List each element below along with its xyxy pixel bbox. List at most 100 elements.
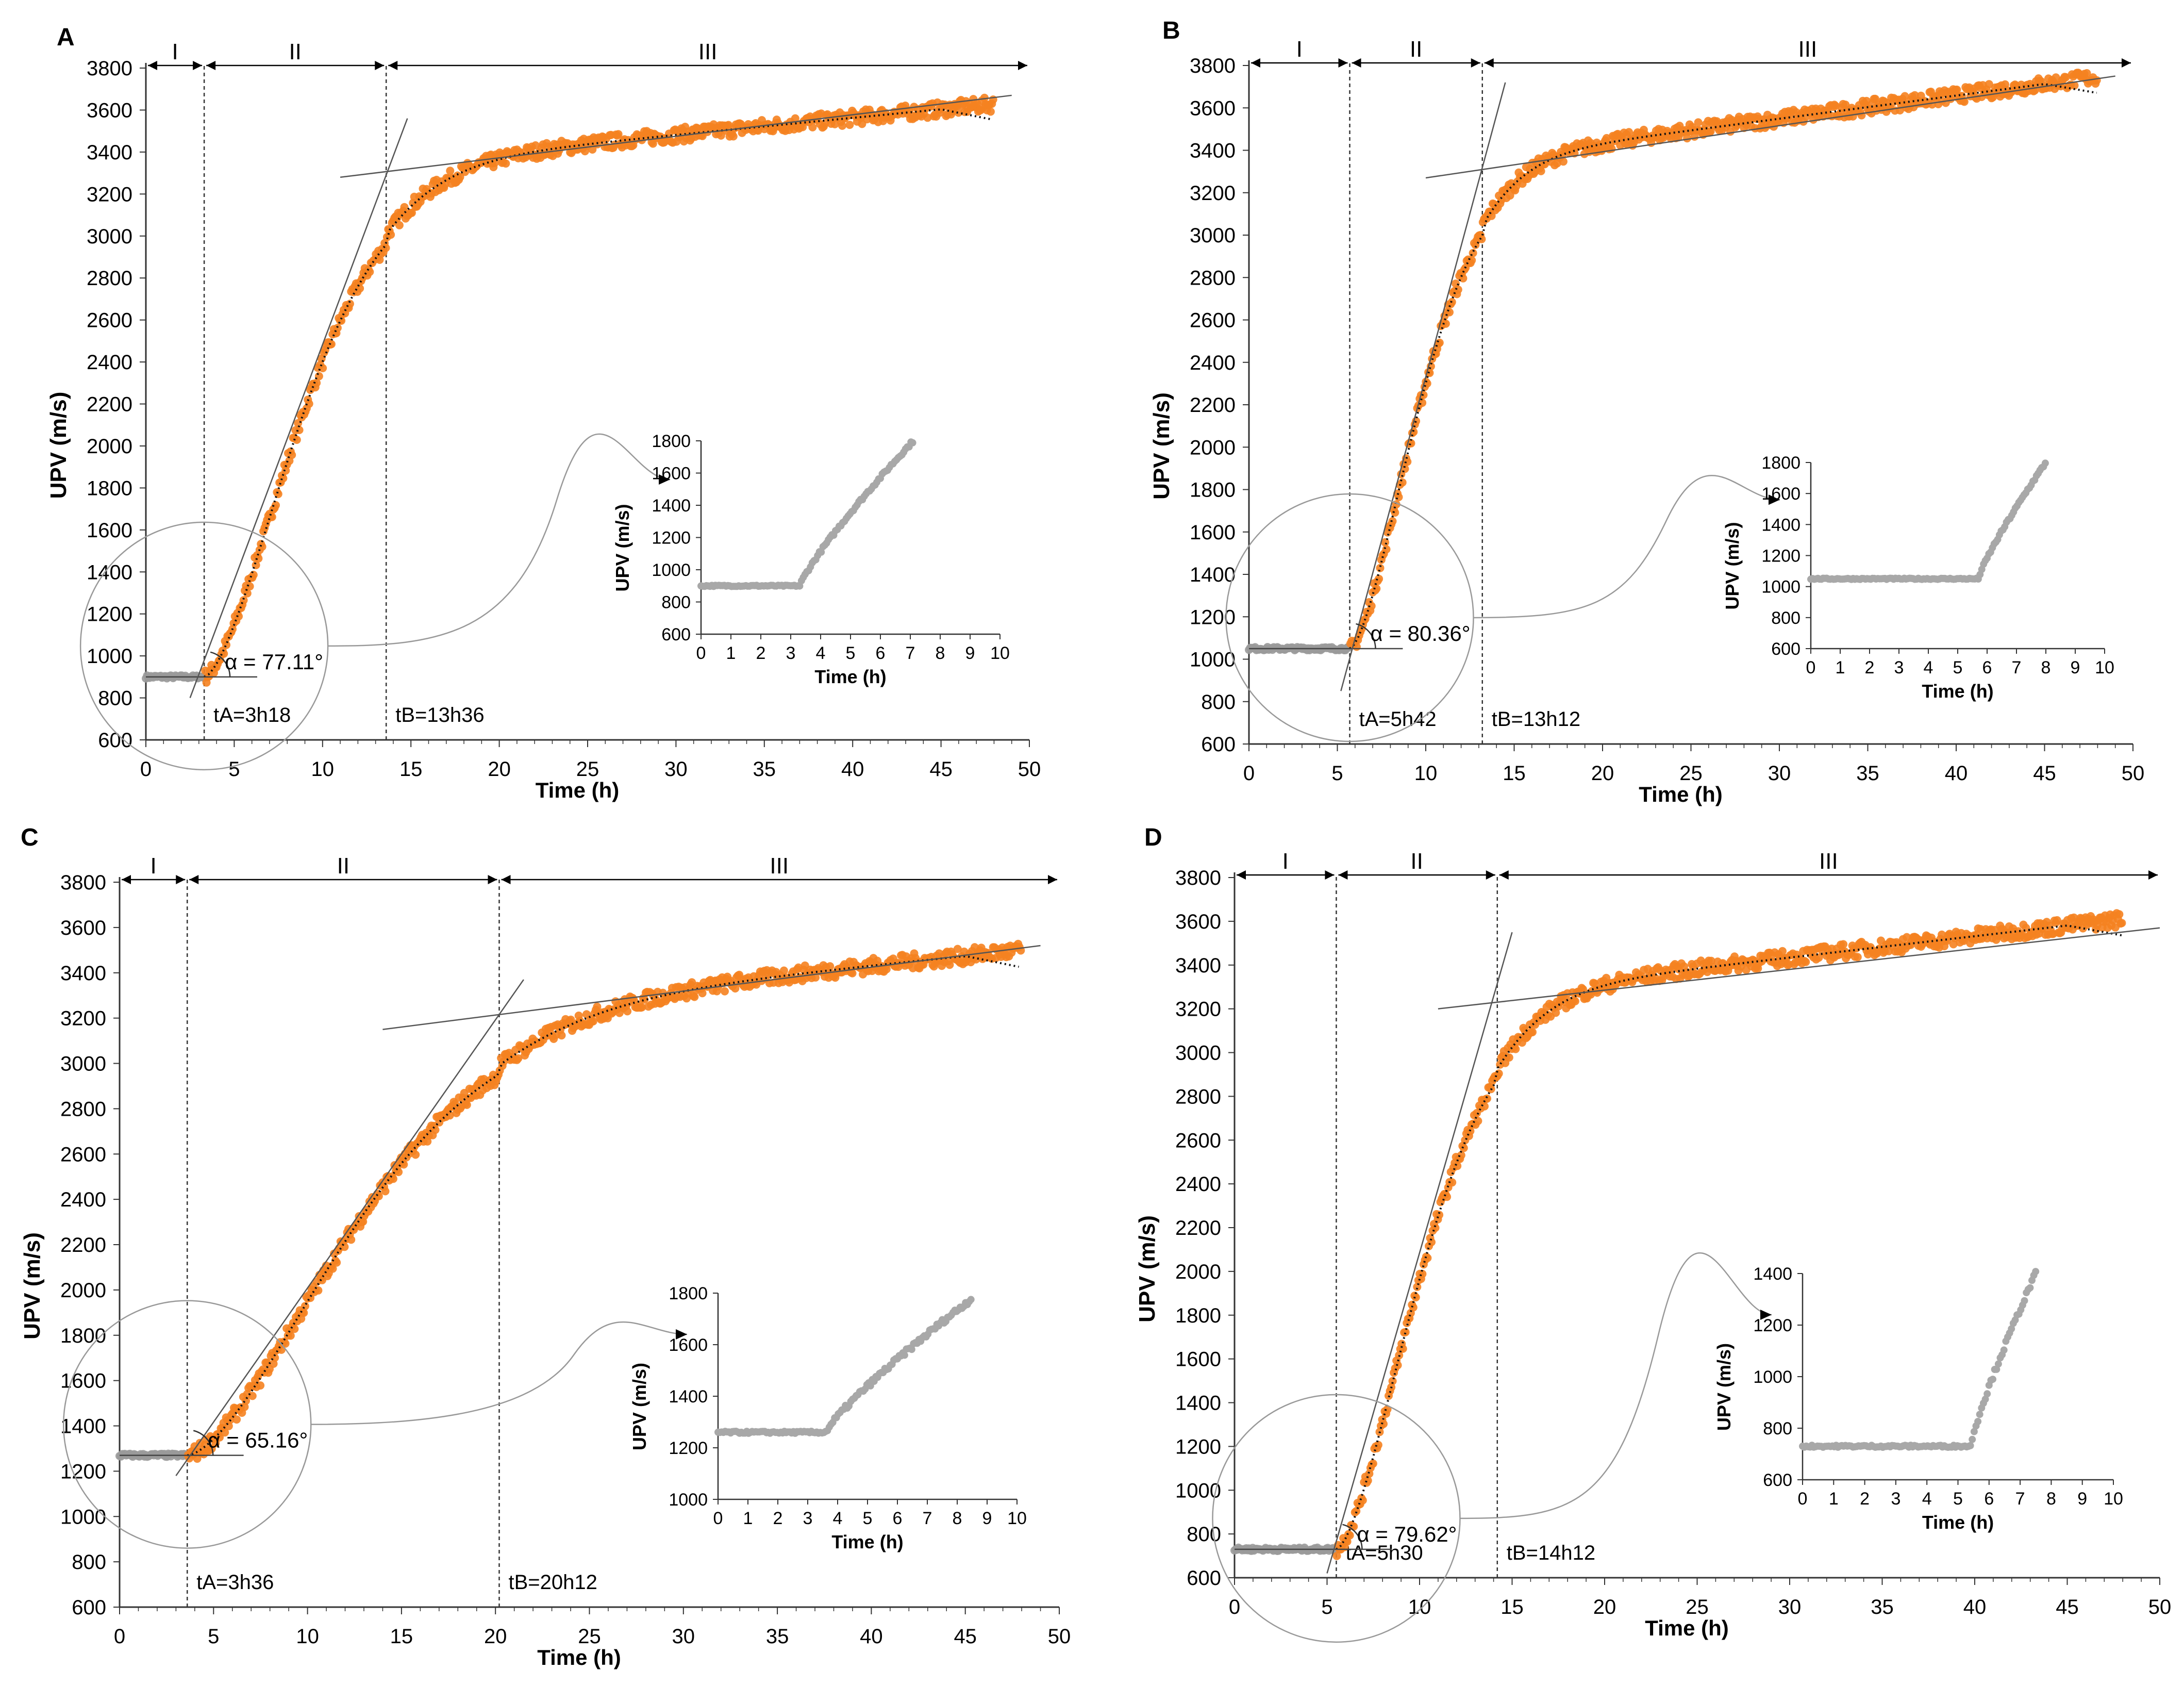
data-point xyxy=(882,965,891,973)
y-tick-label: 3400 xyxy=(87,141,132,164)
inset-y-tick-label: 1200 xyxy=(669,1439,708,1458)
zoom-connector xyxy=(311,1321,688,1425)
data-point xyxy=(272,501,280,509)
x-tick-label: 50 xyxy=(2148,1596,2172,1618)
data-point xyxy=(954,108,963,117)
x-tick-label: 25 xyxy=(576,758,599,781)
x-tick-label: 30 xyxy=(672,1625,695,1648)
stage-arrowhead xyxy=(206,61,216,70)
x-tick-label: 5 xyxy=(1331,762,1343,785)
inset-y-tick-label: 1600 xyxy=(669,1335,708,1355)
inset-x-tick-label: 9 xyxy=(965,643,975,663)
y-tick-label: 3000 xyxy=(1190,224,1236,247)
inset-x-tick-label: 3 xyxy=(786,643,796,663)
inset-x-tick-label: 3 xyxy=(1891,1489,1900,1509)
stage-arrowhead xyxy=(1486,870,1495,880)
data-point xyxy=(290,1325,299,1333)
data-point xyxy=(1367,602,1376,610)
x-tick-label: 50 xyxy=(1018,758,1041,781)
data-point xyxy=(690,993,699,1001)
stage-arrowhead xyxy=(1251,58,1260,68)
data-point xyxy=(945,961,954,969)
panel-letter: B xyxy=(1162,17,1180,44)
y-tick-label: 1400 xyxy=(1190,564,1236,586)
y-tick-label: 800 xyxy=(72,1551,106,1574)
data-point xyxy=(1839,940,1848,949)
angle-arc xyxy=(1356,623,1376,649)
stage-label: III xyxy=(698,39,718,64)
inset-data-point xyxy=(1983,1390,1991,1398)
x-tick-label: 10 xyxy=(296,1625,319,1648)
data-point xyxy=(1537,167,1545,175)
x-tick-label: 35 xyxy=(753,758,776,781)
x-tick-label: 50 xyxy=(2122,762,2145,785)
inset-y-tick-label: 600 xyxy=(1771,639,1800,659)
x-tick-label: 25 xyxy=(1686,1596,1709,1618)
inset-x-tick-label: 2 xyxy=(756,643,766,663)
y-tick-label: 3600 xyxy=(1175,911,1221,933)
inset-x-tick-label: 1 xyxy=(726,643,736,663)
stage-label: I xyxy=(1282,849,1289,874)
x-tick-label: 35 xyxy=(1871,1596,1894,1618)
data-point xyxy=(301,1302,309,1311)
inset-data-point xyxy=(967,1296,975,1303)
inset-x-tick-label: 5 xyxy=(1953,658,1963,677)
data-point xyxy=(328,1264,337,1273)
data-point xyxy=(1960,97,1969,106)
data-point xyxy=(279,474,288,483)
data-points xyxy=(1230,909,2126,1560)
data-point xyxy=(381,243,390,252)
y-tick-label: 2200 xyxy=(60,1234,106,1257)
y-tick-label: 1600 xyxy=(87,519,132,542)
data-point xyxy=(319,364,327,372)
angle-arc xyxy=(210,651,231,677)
x-tick-label: 10 xyxy=(1414,762,1438,785)
inset-x-tick-label: 6 xyxy=(893,1509,903,1528)
tB-label: tB=20h12 xyxy=(508,1571,597,1594)
inset-x-tick-label: 4 xyxy=(1922,1489,1932,1509)
data-point xyxy=(431,1126,440,1134)
x-tick-label: 0 xyxy=(140,758,152,781)
data-point xyxy=(1375,574,1383,583)
data-point xyxy=(698,989,707,998)
y-tick-label: 1200 xyxy=(1175,1435,1221,1458)
tangent-line xyxy=(175,979,524,1476)
x-tick-label: 40 xyxy=(1963,1596,1987,1618)
x-axis-label: Time (h) xyxy=(1645,1616,1729,1640)
inset-y-tick-label: 1600 xyxy=(652,464,691,484)
x-axis-label: Time (h) xyxy=(1639,782,1723,806)
inset-data-point xyxy=(1994,1360,2002,1368)
inset-y-tick-label: 1000 xyxy=(652,560,691,580)
inset-x-tick-label: 3 xyxy=(1894,658,1904,677)
panel-c: C0 5 10 15 20 25 30 35 40 45 506008001000120014001… xyxy=(20,824,1071,1670)
inset-y-tick-label: 1400 xyxy=(1753,1264,1792,1284)
inset-plot: 0 1 2 3 4 5 6 7 8 9 10 600 800 1000 1200 1400 Time (h) UP… xyxy=(1713,1264,2123,1533)
data-point xyxy=(286,1331,295,1340)
data-point xyxy=(387,230,395,239)
y-tick-label: 2800 xyxy=(87,267,132,290)
data-point xyxy=(1403,457,1412,466)
data-point xyxy=(2037,77,2045,86)
y-tick-label: 3800 xyxy=(1175,867,1221,889)
plateau-tangent-line xyxy=(1425,75,2115,179)
inset-x-tick-label: 1 xyxy=(1836,658,1845,677)
x-tick-label: 15 xyxy=(390,1625,413,1648)
data-point xyxy=(623,1007,632,1016)
data-point xyxy=(1683,134,1691,143)
data-point xyxy=(1381,538,1390,547)
data-point xyxy=(2070,81,2079,90)
inset-data-point xyxy=(2021,1297,2028,1304)
data-point xyxy=(1853,953,1862,962)
tB-label: tB=13h36 xyxy=(395,704,484,726)
data-point xyxy=(461,168,470,176)
y-tick-label: 2000 xyxy=(87,435,132,458)
inset-x-axis-label: Time (h) xyxy=(831,1531,903,1552)
tangent-line xyxy=(1326,932,1513,1574)
inset-y-tick-label: 1000 xyxy=(669,1490,708,1510)
data-point xyxy=(356,284,364,293)
data-point xyxy=(589,1017,597,1026)
y-tick-label: 1600 xyxy=(60,1370,106,1393)
x-tick-label: 20 xyxy=(1591,762,1614,785)
inset-data-point xyxy=(2000,1346,2008,1354)
y-tick-label: 1600 xyxy=(1175,1348,1221,1371)
